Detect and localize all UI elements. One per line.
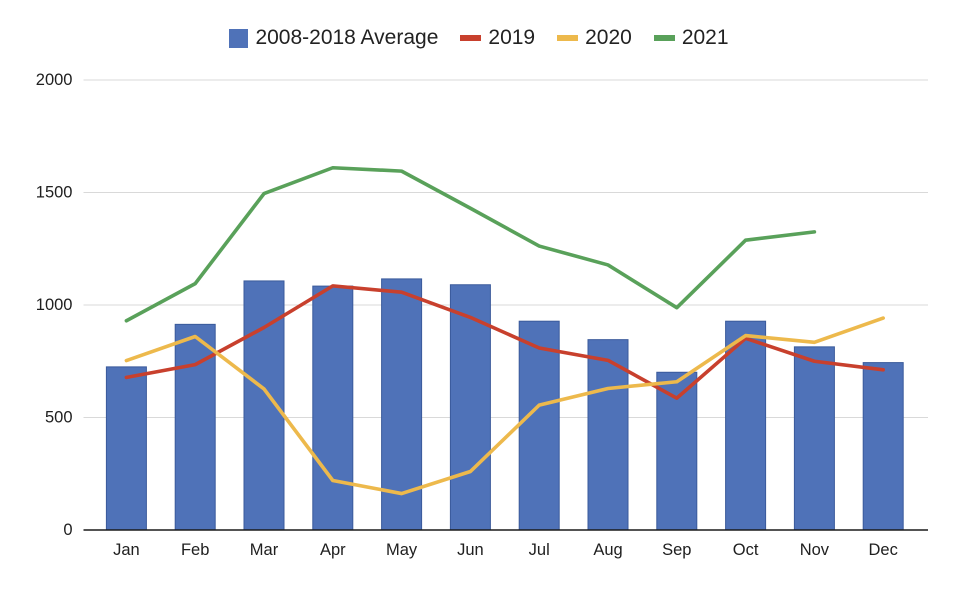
svg-text:Jan: Jan — [113, 541, 140, 559]
svg-text:Jul: Jul — [529, 541, 550, 559]
svg-text:1000: 1000 — [36, 296, 73, 314]
svg-text:500: 500 — [45, 409, 73, 427]
svg-text:Dec: Dec — [869, 541, 898, 559]
svg-text:Feb: Feb — [181, 541, 209, 559]
svg-text:Nov: Nov — [800, 541, 830, 559]
svg-text:1500: 1500 — [36, 184, 73, 202]
svg-text:May: May — [386, 541, 418, 559]
svg-text:2000: 2000 — [36, 71, 73, 89]
svg-text:Sep: Sep — [662, 541, 691, 559]
svg-text:Aug: Aug — [593, 541, 622, 559]
svg-text:Mar: Mar — [250, 541, 279, 559]
svg-text:Apr: Apr — [320, 541, 346, 559]
svg-text:Oct: Oct — [733, 541, 759, 559]
svg-text:0: 0 — [63, 521, 72, 539]
svg-text:Jun: Jun — [457, 541, 484, 559]
